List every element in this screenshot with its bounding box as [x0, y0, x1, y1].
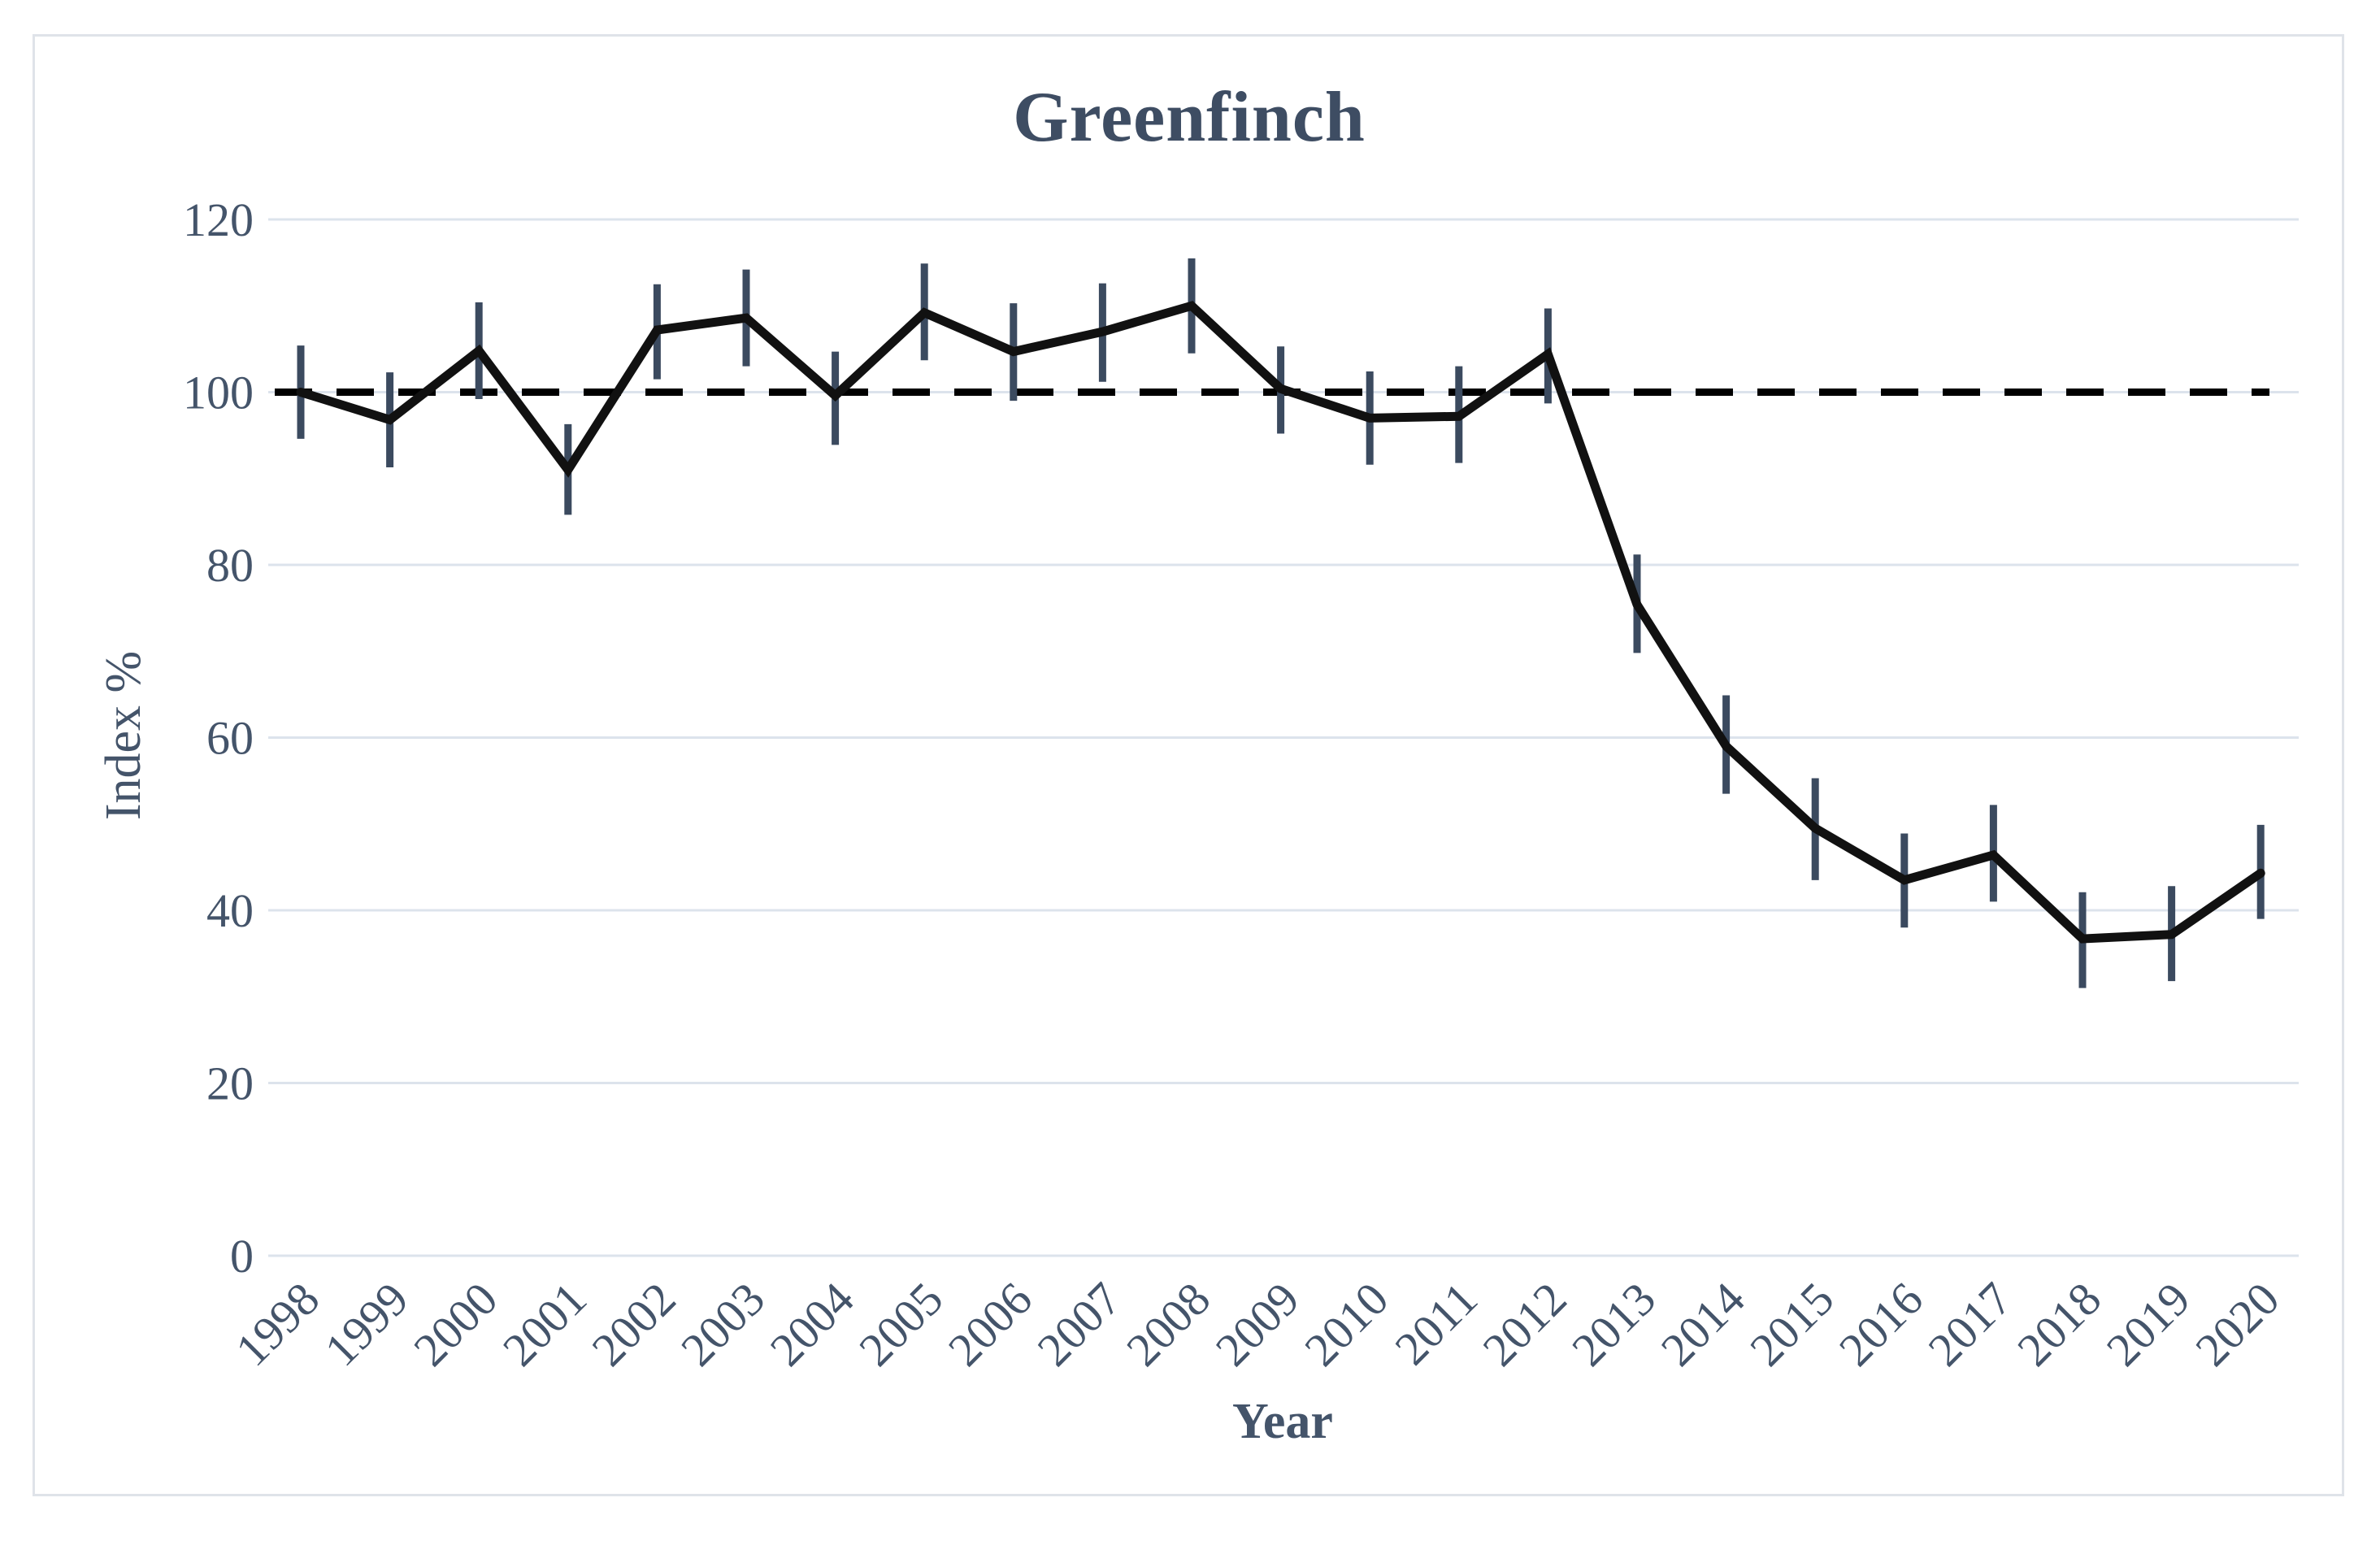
x-tick-label: 2002 [582, 1272, 686, 1376]
x-tick-label: 2003 [671, 1272, 775, 1376]
x-tick-label: 2001 [493, 1272, 597, 1376]
y-tick-group: 0 20 40 60 80 100 120 [183, 193, 254, 1283]
x-tick-group: 1998199920002001200220032004200520062007… [225, 1272, 2289, 1376]
x-tick-label: 2008 [1116, 1272, 1220, 1376]
x-tick-label: 2018 [2007, 1272, 2111, 1376]
x-tick-label: 2012 [1473, 1272, 1577, 1376]
y-tick-label: 120 [183, 193, 254, 246]
series-line-group [296, 301, 2265, 944]
x-tick-label: 2007 [1027, 1272, 1131, 1376]
chart-title: Greenfinch [1013, 78, 1366, 157]
y-tick-label: 20 [206, 1057, 254, 1110]
x-tick-label: 2004 [760, 1272, 864, 1376]
y-tick-label: 0 [230, 1230, 254, 1283]
x-tick-label: 2017 [1918, 1272, 2022, 1376]
x-tick-label: 2016 [1829, 1272, 1933, 1376]
x-tick-label: 2015 [1739, 1272, 1844, 1376]
x-tick-label: 2014 [1651, 1272, 1755, 1376]
y-tick-label: 80 [206, 539, 254, 592]
y-tick-label: 40 [206, 884, 254, 937]
y-axis-title: Index % [96, 650, 151, 821]
x-tick-label: 2010 [1294, 1272, 1398, 1376]
x-axis-title: Year [1232, 1394, 1333, 1449]
x-tick-label: 1999 [315, 1272, 419, 1376]
x-tick-label: 2009 [1205, 1272, 1309, 1376]
x-tick-label: 2006 [938, 1272, 1042, 1376]
x-tick-label: 1998 [225, 1272, 329, 1376]
trend-line [296, 301, 2265, 944]
x-tick-label: 2019 [2096, 1272, 2200, 1376]
x-tick-label: 2005 [849, 1272, 953, 1376]
error-bar-group [297, 258, 2265, 988]
y-tick-label: 60 [206, 712, 254, 765]
x-tick-label: 2020 [2185, 1272, 2289, 1376]
x-tick-label: 2013 [1561, 1272, 1666, 1376]
x-tick-label: 2011 [1385, 1272, 1488, 1374]
x-tick-label: 2000 [403, 1272, 507, 1376]
y-tick-label: 100 [183, 367, 254, 419]
